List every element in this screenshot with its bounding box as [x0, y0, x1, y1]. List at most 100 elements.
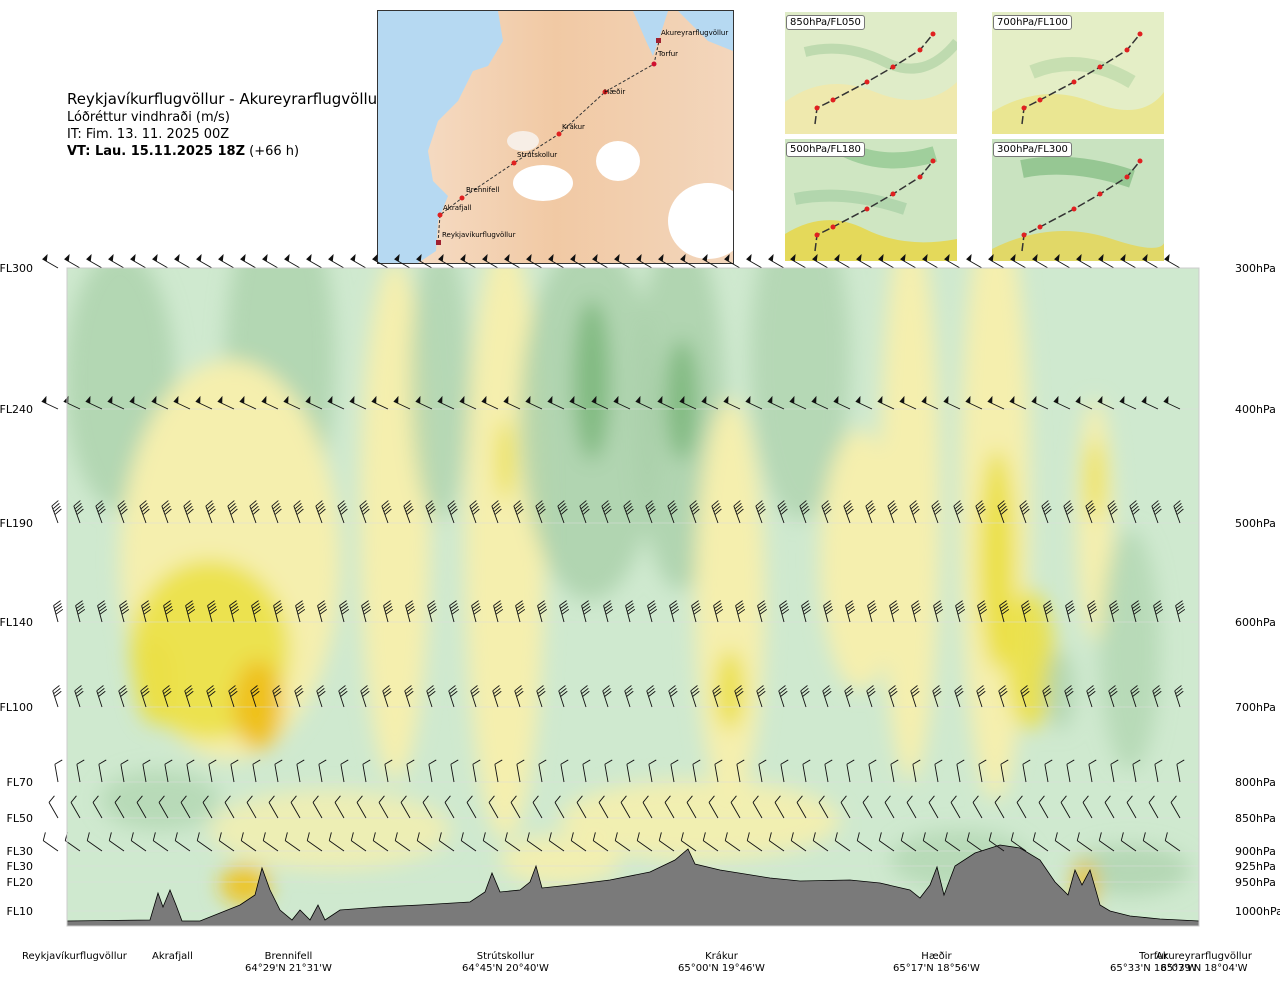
level-map-300[interactable]: 300hPa/FL300	[992, 139, 1164, 261]
station-name: Krákur	[705, 951, 738, 962]
level-map-300-canvas	[992, 139, 1164, 261]
wind-barb	[224, 795, 235, 819]
wind-barb	[444, 795, 455, 819]
wind-barb	[1132, 759, 1141, 783]
wind-barb	[447, 500, 458, 524]
wind-barb	[494, 759, 503, 783]
field-contour	[210, 790, 450, 870]
wind-barb	[334, 795, 345, 819]
wind-barb	[686, 795, 697, 819]
wind-barb	[173, 395, 191, 410]
station-strutskollur: Strútskollur 64°45'N 20°40'W	[462, 951, 549, 975]
flight-level-label: FL10	[7, 905, 33, 918]
wind-barb	[834, 253, 851, 269]
wind-barb	[1120, 832, 1137, 852]
wind-barb	[338, 685, 348, 708]
field-contour	[560, 780, 840, 860]
wind-barb	[669, 600, 680, 623]
wind-barb	[752, 795, 763, 819]
wind-barb	[448, 685, 458, 708]
wind-barb	[532, 795, 543, 819]
wind-barb	[306, 253, 323, 269]
wind-barb	[899, 395, 917, 410]
wind-barb	[471, 600, 482, 623]
wind-barb	[724, 832, 741, 852]
faxafloi-sea	[378, 11, 503, 263]
pressure-level-label: 850hPa	[1235, 812, 1276, 825]
wind-barb	[934, 759, 943, 783]
wind-barb	[139, 500, 150, 524]
wind-barb	[834, 832, 851, 852]
wind-barb	[393, 395, 411, 410]
field-contour	[820, 430, 900, 690]
wind-barb	[887, 500, 898, 524]
wind-barb	[228, 685, 238, 708]
wind-barb	[601, 500, 612, 524]
parameter-label: Lóðréttur vindhraði (m/s)	[67, 110, 230, 125]
wind-barb	[912, 759, 921, 783]
station-name: Akureyrarflugvöllur	[1156, 951, 1253, 962]
wind-barb	[405, 600, 416, 623]
wind-barb	[1108, 685, 1118, 708]
wind-barb	[472, 759, 481, 783]
wind-barb	[943, 395, 961, 410]
field-contour	[880, 268, 940, 780]
wind-barb	[1010, 832, 1027, 852]
wind-barb	[114, 795, 125, 819]
station-akureyri: Akureyrarflugvöllur 65°39'N 18°04'W	[1156, 951, 1252, 975]
wind-barb	[349, 395, 367, 410]
wind-barb	[74, 685, 84, 708]
wind-barb	[1076, 832, 1093, 852]
flight-level-label: FL140	[0, 616, 33, 629]
wind-barb	[613, 395, 631, 410]
wind-barb	[570, 832, 587, 852]
wind-barb	[1126, 795, 1137, 819]
wind-barb	[64, 253, 81, 269]
flight-level-label: FL30	[7, 845, 33, 858]
station-name: Strútskollur	[476, 951, 535, 962]
wind-barb	[802, 759, 811, 783]
north-sea	[678, 11, 733, 51]
wind-barb	[229, 600, 240, 623]
station-akrafjall: Akrafjall	[152, 951, 193, 963]
wind-barb	[514, 685, 524, 708]
level-map-500[interactable]: 500hPa/FL180	[785, 139, 957, 261]
level-map-300-label: 300hPa/FL300	[993, 142, 1072, 157]
wind-barb	[438, 253, 455, 269]
level-map-850-label: 850hPa/FL050	[786, 15, 865, 30]
wind-barb	[95, 500, 106, 524]
wind-barb	[207, 600, 218, 623]
wind-barb	[1000, 759, 1009, 783]
wind-barb	[614, 253, 631, 269]
wind-barb	[554, 795, 565, 819]
wind-barb	[878, 253, 895, 269]
wind-barb	[70, 795, 81, 819]
wind-barb	[296, 759, 305, 783]
field-contours	[67, 268, 1190, 910]
wind-barb	[1043, 600, 1054, 623]
wind-barb	[976, 685, 986, 708]
pressure-level-label: 300hPa	[1235, 262, 1276, 275]
level-map-700[interactable]: 700hPa/FL100	[992, 12, 1164, 134]
wind-barb	[690, 685, 700, 708]
wind-barb	[702, 253, 719, 269]
wind-barb	[312, 795, 323, 819]
wind-barb	[1041, 500, 1052, 524]
wind-barb	[86, 832, 103, 852]
level-map-850[interactable]: 850hPa/FL050	[785, 12, 957, 134]
wind-barb	[295, 600, 306, 623]
wind-barb	[994, 795, 1005, 819]
wind-barb	[846, 759, 855, 783]
wind-barb	[382, 685, 392, 708]
wind-barb	[470, 685, 480, 708]
wind-barb	[988, 832, 1005, 852]
wind-barb	[689, 500, 700, 524]
wind-barb	[877, 395, 895, 410]
wind-barb	[416, 832, 433, 852]
wind-barb	[801, 600, 812, 623]
wind-barb	[1109, 600, 1120, 623]
field-contour	[135, 635, 175, 725]
wind-barb	[818, 795, 829, 819]
wind-barb	[262, 253, 279, 269]
wind-barb	[328, 253, 345, 269]
